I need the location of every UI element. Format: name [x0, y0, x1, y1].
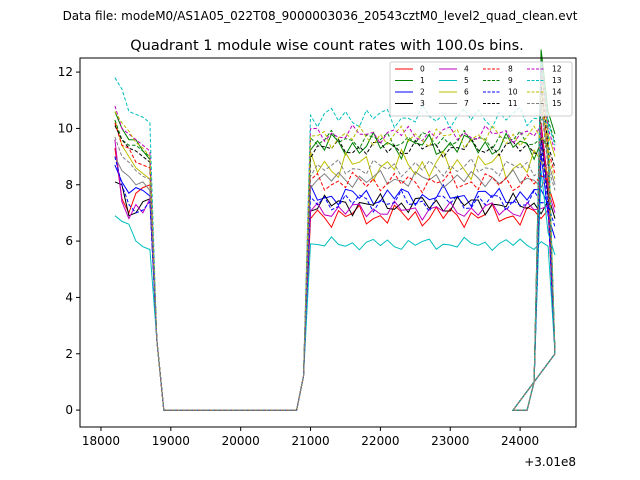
legend-label: 5	[464, 76, 469, 85]
x-tick-label: 21000	[291, 434, 329, 448]
legend-box	[389, 61, 573, 117]
x-tick-label: 23000	[431, 434, 469, 448]
legend-label: 9	[508, 76, 513, 85]
y-tick-label: 10	[58, 121, 73, 135]
legend-label: 2	[420, 88, 425, 97]
legend-label: 4	[464, 65, 469, 74]
legend-label: 14	[552, 88, 562, 97]
x-tick-label: 22000	[361, 434, 399, 448]
series-layer	[114, 49, 556, 411]
series-line-12	[114, 66, 556, 411]
legend-label: 11	[508, 99, 518, 108]
chart-title: Quadrant 1 module wise count rates with …	[130, 38, 524, 54]
legend-label: 6	[464, 88, 469, 97]
x-tick-label: 18000	[82, 434, 120, 448]
y-tick-label: 8	[65, 178, 73, 192]
legend-label: 3	[420, 99, 425, 108]
plot-area: 18000 19000 20000 21000 22000 23000 24000 0 2 4 6…	[58, 49, 577, 448]
series-line-15	[114, 105, 556, 411]
y-tick-label: 6	[65, 234, 73, 248]
legend-label: 8	[508, 65, 513, 74]
y-axis: 0 2 4 6 8 10 12	[58, 65, 80, 417]
x-offset-label: +3.01e8	[524, 455, 576, 469]
x-tick-label: 24000	[501, 434, 539, 448]
y-tick-label: 0	[65, 403, 73, 417]
x-tick-label: 20000	[222, 434, 260, 448]
legend-label: 10	[508, 88, 518, 97]
legend-label: 15	[552, 99, 562, 108]
y-tick-label: 2	[65, 347, 73, 361]
y-tick-label: 12	[58, 65, 73, 79]
axes-frame	[79, 57, 577, 428]
legend-label: 7	[464, 99, 469, 108]
legend-label: 1	[420, 76, 425, 85]
legend-label: 0	[420, 65, 425, 74]
legend-label: 13	[552, 76, 562, 85]
x-axis: 18000 19000 20000 21000 22000 23000 24000	[82, 427, 539, 448]
legend-label: 12	[552, 65, 562, 74]
x-tick-label: 19000	[152, 434, 190, 448]
figure-suptitle: Data file: modeM0/AS1A05_022T08_90000030…	[63, 9, 578, 23]
y-tick-label: 4	[65, 290, 73, 304]
